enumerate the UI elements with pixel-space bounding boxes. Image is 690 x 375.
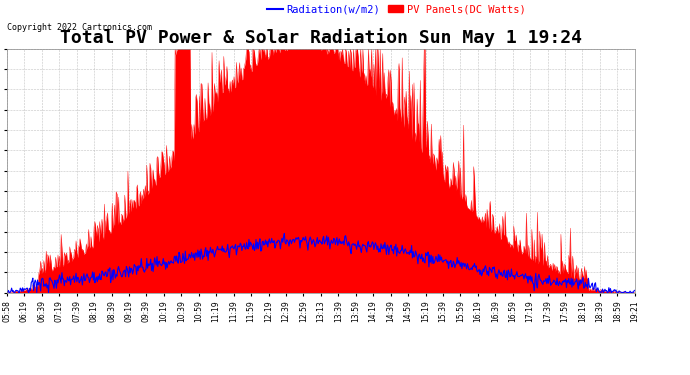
Legend: Radiation(w/m2), PV Panels(DC Watts): Radiation(w/m2), PV Panels(DC Watts) bbox=[263, 0, 529, 19]
Text: Copyright 2022 Cartronics.com: Copyright 2022 Cartronics.com bbox=[7, 23, 152, 32]
Title: Total PV Power & Solar Radiation Sun May 1 19:24: Total PV Power & Solar Radiation Sun May… bbox=[60, 28, 582, 47]
